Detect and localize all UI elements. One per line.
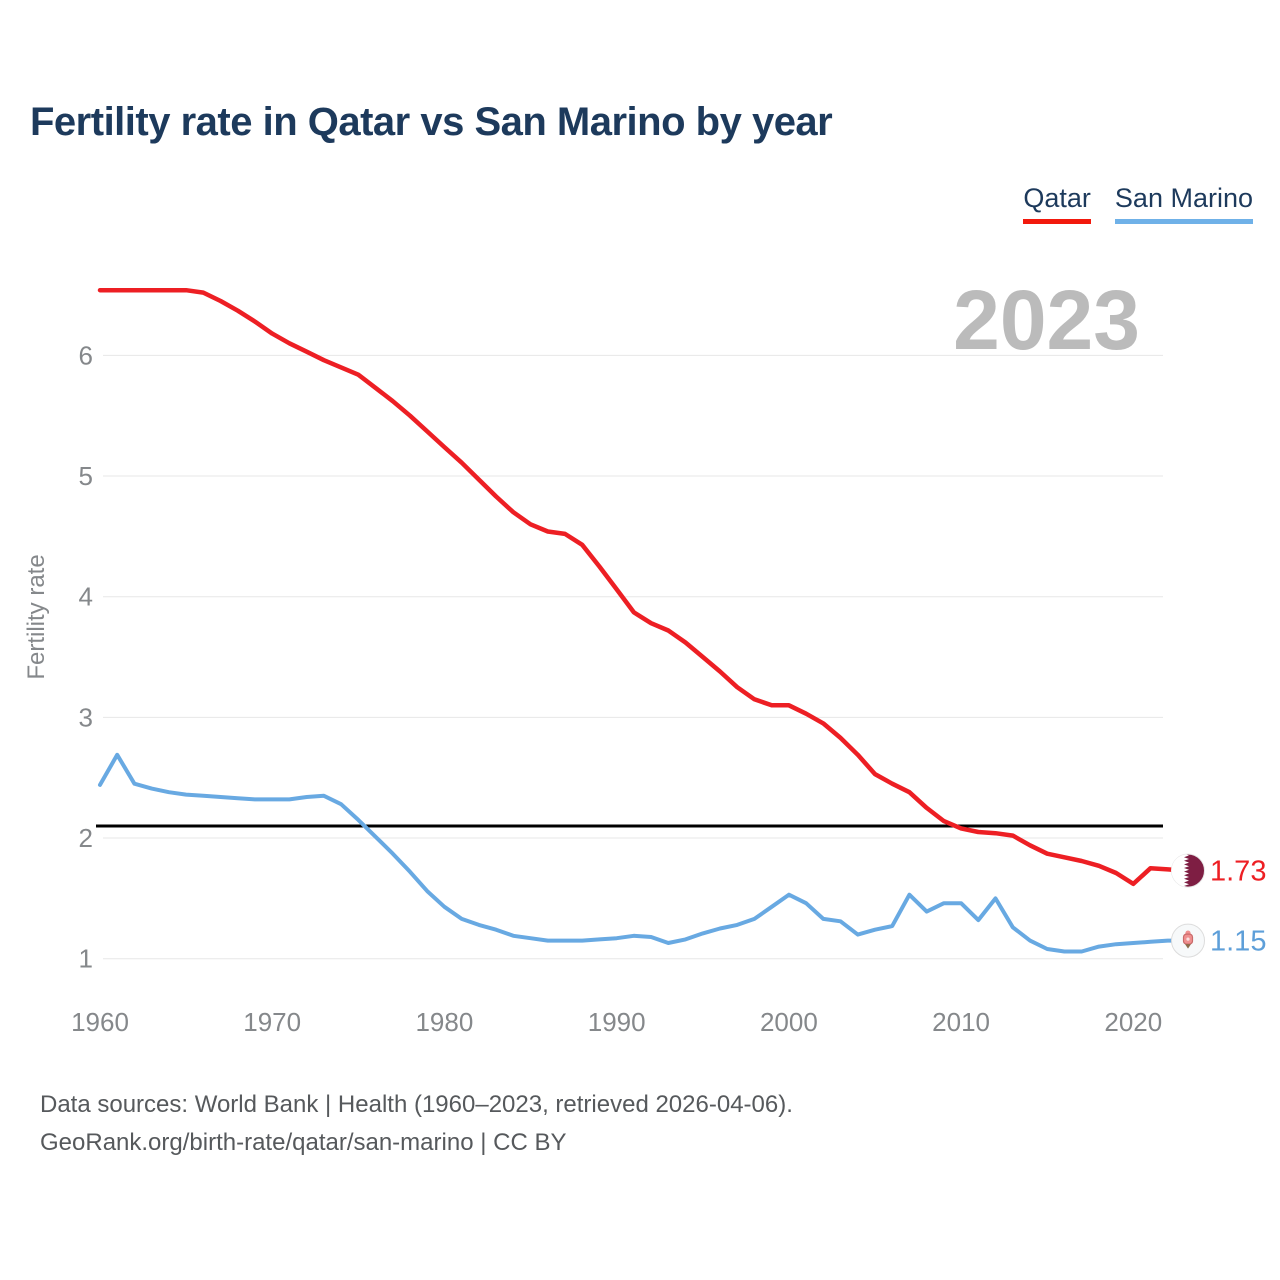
footer-attribution-line: GeoRank.org/birth-rate/qatar/san-marino …	[40, 1129, 567, 1156]
y-tick-label: 6	[79, 340, 93, 370]
san-marino-end-value: 1.15	[1210, 926, 1266, 958]
legend-item-qatar[interactable]: Qatar	[1023, 183, 1091, 225]
qatar-series-line	[97, 287, 1188, 887]
qatar-end-value: 1.73	[1210, 856, 1266, 888]
footer: Data sources: World Bank | Health (1960–…	[40, 1086, 793, 1162]
x-axis-tick-labels: 1960 1970 1980 1990 2000 2010 2020	[71, 1007, 1162, 1037]
x-tick-label: 1960	[71, 1007, 129, 1037]
y-tick-label: 4	[79, 582, 93, 612]
y-axis-title: Fertility rate	[23, 554, 50, 679]
x-tick-label: 1990	[588, 1007, 646, 1037]
y-tick-label: 5	[79, 461, 93, 491]
y-axis-tick-labels: 1 2 3 4 5 6	[79, 340, 93, 973]
x-tick-label: 2010	[932, 1007, 990, 1037]
watermark-year: 2023	[953, 273, 1140, 367]
gridlines	[103, 354, 1163, 960]
legend-label-san-marino: San Marino	[1114, 183, 1253, 213]
legend-item-san-marino[interactable]: San Marino	[1114, 183, 1253, 225]
qatar-flag-icon	[1171, 853, 1205, 888]
x-tick-label: 1980	[415, 1007, 473, 1037]
legend: Qatar San Marino	[1023, 183, 1253, 225]
y-tick-label: 2	[79, 823, 93, 853]
footer-sources-line: Data sources: World Bank | Health (1960–…	[40, 1091, 793, 1118]
page-title: Fertility rate in Qatar vs San Marino by…	[30, 100, 833, 144]
san-marino-series-line	[98, 752, 1187, 954]
san-marino-flag-icon	[1171, 923, 1205, 958]
legend-label-qatar: Qatar	[1023, 183, 1091, 213]
y-tick-label: 1	[79, 944, 93, 974]
x-tick-label: 1970	[243, 1007, 301, 1037]
x-tick-label: 2020	[1104, 1007, 1162, 1037]
x-tick-label: 2000	[760, 1007, 818, 1037]
y-tick-label: 3	[79, 702, 93, 732]
